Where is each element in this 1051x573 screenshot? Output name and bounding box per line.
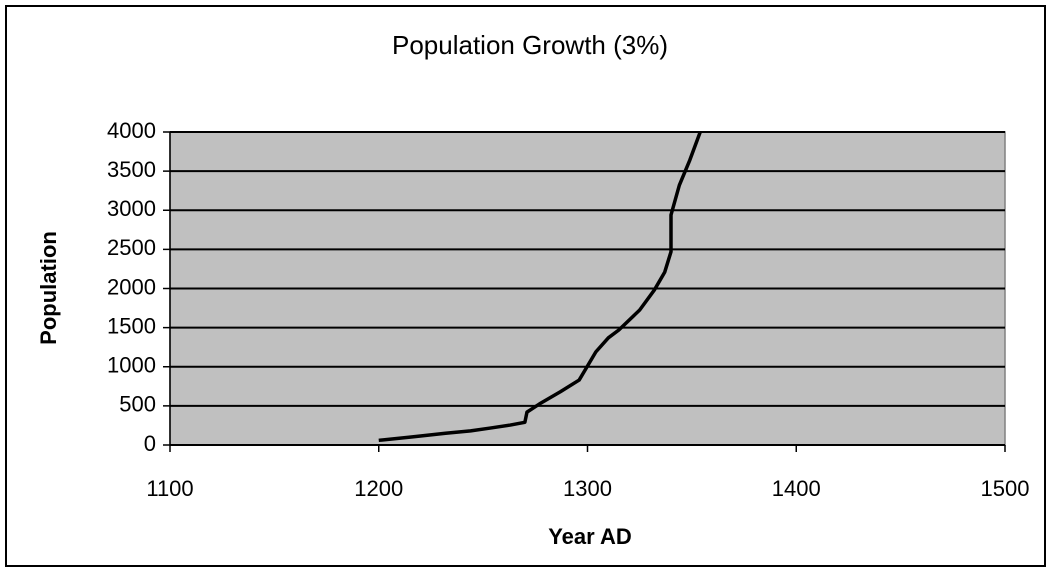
y-tick-label: 0 — [144, 431, 156, 456]
x-tick-label: 1200 — [354, 476, 403, 501]
x-tick-label: 1100 — [146, 476, 193, 501]
x-tick-label: 1400 — [772, 476, 821, 501]
y-tick-label: 1500 — [107, 313, 156, 338]
y-tick-label: 1000 — [107, 353, 156, 378]
y-tick-label: 2500 — [107, 235, 156, 260]
x-tick-label: 1500 — [981, 476, 1030, 501]
chart-title: Population Growth (3%) — [392, 30, 668, 60]
y-tick-label: 4000 — [107, 118, 156, 143]
y-tick-label: 2000 — [107, 274, 156, 299]
y-tick-label: 500 — [119, 392, 156, 417]
data-line — [378, 131, 702, 443]
x-tick-label: 1300 — [563, 476, 612, 501]
x-axis-title: Year AD — [548, 524, 632, 549]
y-tick-label: 3500 — [107, 157, 156, 182]
y-tick-label: 3000 — [107, 196, 156, 221]
y-axis-title: Population — [36, 231, 61, 345]
